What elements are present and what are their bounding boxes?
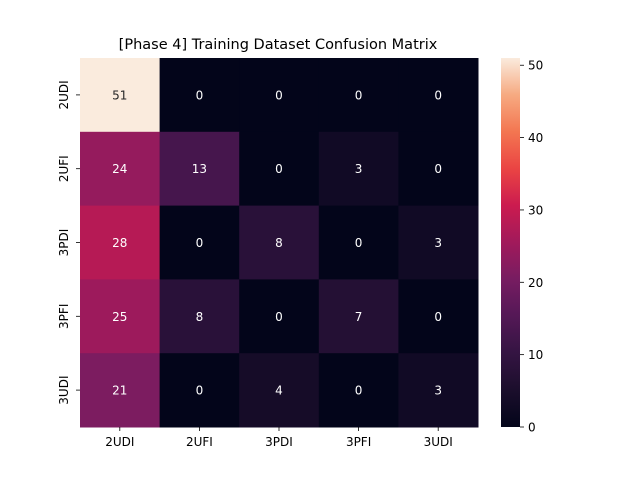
colorbar-tick-label: 40 — [528, 131, 543, 145]
heatmap-cell-r3-c3 — [318, 279, 399, 354]
heatmap-cell-r4-c0 — [80, 353, 161, 428]
cell-value-label: 8 — [196, 310, 204, 324]
cell-value-label: 0 — [355, 236, 363, 250]
heatmap-cell-r4-c3 — [318, 353, 399, 428]
heatmap-cell-r1-c2 — [239, 131, 320, 207]
x-tick-label: 2UFI — [186, 435, 213, 449]
heatmap-cell-r2-c0 — [80, 205, 161, 280]
cell-value-label: 0 — [275, 310, 283, 324]
cell-value-label: 0 — [196, 236, 204, 250]
cell-value-label: 25 — [112, 310, 127, 324]
cell-labels: 51 0 0 0 0 24 13 0 3 0 28 0 8 0 3 25 8 0 7 0 21 0 4 0 3 — [112, 88, 442, 397]
y-tick-label: 3PFI — [57, 304, 71, 329]
heatmap-cell-r2-c2 — [239, 205, 320, 280]
colorbar-tick-label: 50 — [528, 59, 543, 73]
cell-value-label: 0 — [275, 162, 283, 176]
heatmap-cell-r3-c4 — [398, 279, 479, 354]
colorbar: 0 10 20 30 40 50 — [501, 58, 543, 435]
heatmap-cell-r4-c2 — [239, 353, 320, 428]
heatmap-cell-r3-c1 — [159, 279, 240, 354]
cell-value-label: 51 — [112, 88, 127, 102]
cell-value-label: 0 — [434, 310, 442, 324]
colorbar-scale — [501, 58, 520, 427]
heatmap-cell-r1-c3 — [318, 131, 399, 207]
cell-value-label: 0 — [275, 88, 283, 102]
heatmap-cells — [80, 58, 479, 428]
heatmap-cell-r0-c1 — [159, 58, 240, 133]
x-tick-label: 3PFI — [346, 435, 371, 449]
x-tick-label: 2UDI — [105, 435, 134, 449]
y-tick-label: 2UFI — [57, 155, 71, 182]
cell-value-label: 7 — [355, 310, 363, 324]
colorbar-tick-label: 30 — [528, 203, 543, 217]
heatmap-cell-r3-c0 — [80, 279, 161, 354]
cell-value-label: 4 — [275, 384, 283, 398]
heatmap-cell-r0-c2 — [239, 58, 320, 133]
heatmap-cell-r3-c2 — [239, 279, 320, 354]
colorbar-tick-label: 0 — [528, 421, 536, 435]
chart-title: [Phase 4] Training Dataset Confusion Mat… — [119, 37, 438, 53]
y-axis: 2UDI 2UFI 3PDI 3PFI 3UDI — [57, 80, 80, 405]
heatmap-cell-r0-c0 — [80, 58, 161, 133]
heatmap-cell-r0-c3 — [318, 58, 399, 133]
cell-value-label: 24 — [112, 162, 127, 176]
cell-value-label: 0 — [434, 88, 442, 102]
cell-value-label: 28 — [112, 236, 127, 250]
cell-value-label: 0 — [355, 384, 363, 398]
cell-value-label: 3 — [355, 162, 363, 176]
heatmap-cell-r2-c1 — [159, 205, 240, 280]
x-axis: 2UDI 2UFI 3PDI 3PFI 3UDI — [105, 427, 453, 449]
y-tick-label: 3PDI — [57, 229, 71, 257]
cell-value-label: 0 — [434, 162, 442, 176]
heatmap-cell-r2-c4 — [398, 205, 479, 280]
y-tick-label: 3UDI — [57, 375, 71, 404]
cell-value-label: 8 — [275, 236, 283, 250]
x-tick-label: 3PDI — [265, 435, 293, 449]
heatmap-cell-r1-c4 — [398, 131, 479, 207]
colorbar-tick-label: 20 — [528, 276, 543, 290]
cell-value-label: 13 — [192, 162, 207, 176]
cell-value-label: 21 — [112, 384, 127, 398]
heatmap-cell-r1-c1 — [159, 131, 240, 207]
cell-value-label: 0 — [196, 384, 204, 398]
x-tick-label: 3UDI — [424, 435, 453, 449]
cell-value-label: 0 — [355, 88, 363, 102]
cell-value-label: 3 — [434, 384, 442, 398]
heatmap-cell-r2-c3 — [318, 205, 399, 280]
heatmap-cell-r0-c4 — [398, 58, 479, 133]
colorbar-tick-label: 10 — [528, 348, 543, 362]
cell-value-label: 3 — [434, 236, 442, 250]
heatmap-cell-r4-c1 — [159, 353, 240, 428]
heatmap-cell-r4-c4 — [398, 353, 479, 428]
y-tick-label: 2UDI — [57, 80, 71, 109]
heatmap-cell-r1-c0 — [80, 131, 161, 207]
cell-value-label: 0 — [196, 88, 204, 102]
